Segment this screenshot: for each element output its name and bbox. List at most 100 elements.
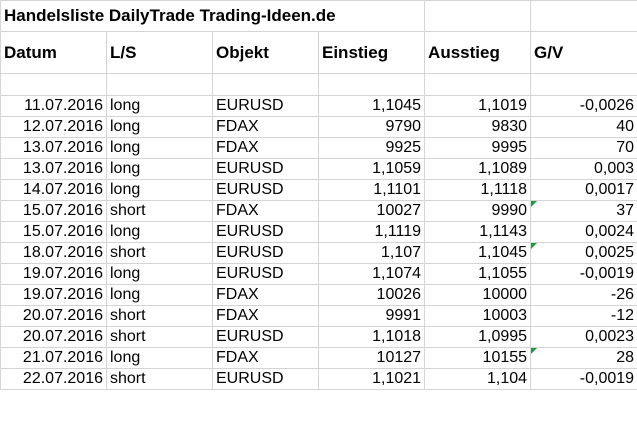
entry-cell[interactable]: 1,1074 [317, 263, 426, 285]
profit-loss-cell[interactable]: -0,0019 [530, 368, 637, 390]
header-datum[interactable]: Datum [0, 31, 107, 74]
entry-cell[interactable]: 1,1018 [317, 326, 426, 348]
exit-cell[interactable]: 10003 [424, 305, 532, 327]
entry-cell[interactable]: 1,1101 [317, 179, 426, 201]
entry-cell[interactable]: 1,1045 [317, 95, 426, 117]
profit-loss-cell[interactable]: 40 [530, 116, 637, 138]
direction-cell[interactable]: long [106, 116, 213, 138]
profit-loss-cell[interactable]: 70 [530, 137, 637, 159]
instrument-cell[interactable]: FDAX [212, 284, 319, 306]
header-objekt[interactable]: Objekt [212, 31, 319, 74]
profit-loss-cell[interactable]: -26 [530, 284, 637, 306]
instrument-cell[interactable]: EURUSD [212, 179, 319, 201]
direction-cell[interactable]: long [106, 347, 213, 369]
empty-cell[interactable] [106, 73, 213, 96]
entry-cell[interactable]: 10127 [317, 347, 426, 369]
direction-cell[interactable]: short [106, 200, 213, 222]
date-cell[interactable]: 22.07.2016 [0, 368, 107, 390]
profit-loss-cell[interactable]: 37 [530, 200, 637, 222]
entry-cell[interactable]: 10027 [317, 200, 426, 222]
date-cell[interactable]: 12.07.2016 [0, 116, 107, 138]
profit-loss-cell[interactable]: 0,0023 [530, 326, 637, 348]
empty-cell[interactable] [317, 73, 426, 96]
header-ausstieg[interactable]: Ausstieg [424, 31, 532, 74]
exit-cell[interactable]: 1,1019 [424, 95, 532, 117]
profit-loss-cell[interactable]: 0,0017 [530, 179, 637, 201]
date-cell[interactable]: 19.07.2016 [0, 263, 107, 285]
date-cell[interactable]: 14.07.2016 [0, 179, 107, 201]
profit-loss-cell[interactable]: -0,0026 [530, 95, 637, 117]
instrument-cell[interactable]: EURUSD [212, 263, 319, 285]
exit-cell[interactable]: 9990 [424, 200, 532, 222]
direction-cell[interactable]: short [106, 326, 213, 348]
entry-cell[interactable]: 9790 [317, 116, 426, 138]
instrument-cell[interactable]: FDAX [212, 347, 319, 369]
direction-cell[interactable]: long [106, 284, 213, 306]
entry-cell[interactable]: 9925 [317, 137, 426, 159]
title-cell-empty[interactable] [424, 0, 532, 32]
profit-loss-cell[interactable]: 28 [530, 347, 637, 369]
profit-loss-cell[interactable]: 0,0025 [530, 242, 637, 264]
exit-cell[interactable]: 10000 [424, 284, 532, 306]
date-cell[interactable]: 20.07.2016 [0, 305, 107, 327]
entry-cell[interactable]: 1,107 [317, 242, 426, 264]
title-cell-empty[interactable] [530, 0, 637, 32]
direction-cell[interactable]: long [106, 137, 213, 159]
exit-cell[interactable]: 1,0995 [424, 326, 532, 348]
direction-cell[interactable]: long [106, 263, 213, 285]
direction-cell[interactable]: long [106, 221, 213, 243]
profit-loss-cell[interactable]: -12 [530, 305, 637, 327]
entry-cell[interactable]: 1,1119 [317, 221, 426, 243]
empty-cell[interactable] [530, 73, 637, 96]
exit-cell[interactable]: 1,1089 [424, 158, 532, 180]
header-ls[interactable]: L/S [106, 31, 213, 74]
instrument-cell[interactable]: EURUSD [212, 158, 319, 180]
direction-cell[interactable]: long [106, 158, 213, 180]
direction-cell[interactable]: long [106, 179, 213, 201]
empty-cell[interactable] [0, 73, 107, 96]
exit-cell[interactable]: 9830 [424, 116, 532, 138]
sheet-title[interactable]: Handelsliste DailyTrade Trading-Ideen.de [0, 0, 426, 32]
profit-loss-cell[interactable]: 0,003 [530, 158, 637, 180]
date-cell[interactable]: 15.07.2016 [0, 221, 107, 243]
profit-loss-cell[interactable]: 0,0024 [530, 221, 637, 243]
instrument-cell[interactable]: EURUSD [212, 221, 319, 243]
date-cell[interactable]: 13.07.2016 [0, 158, 107, 180]
instrument-cell[interactable]: FDAX [212, 200, 319, 222]
direction-cell[interactable]: short [106, 242, 213, 264]
exit-cell[interactable]: 10155 [424, 347, 532, 369]
header-einstieg[interactable]: Einstieg [317, 31, 426, 74]
exit-cell[interactable]: 1,1055 [424, 263, 532, 285]
entry-cell[interactable]: 10026 [317, 284, 426, 306]
date-cell[interactable]: 11.07.2016 [0, 95, 107, 117]
instrument-cell[interactable]: FDAX [212, 305, 319, 327]
empty-cell[interactable] [212, 73, 319, 96]
date-cell[interactable]: 13.07.2016 [0, 137, 107, 159]
instrument-cell[interactable]: FDAX [212, 116, 319, 138]
instrument-cell[interactable]: EURUSD [212, 368, 319, 390]
exit-cell[interactable]: 9995 [424, 137, 532, 159]
entry-cell[interactable]: 1,1021 [317, 368, 426, 390]
date-cell[interactable]: 20.07.2016 [0, 326, 107, 348]
exit-cell[interactable]: 1,1143 [424, 221, 532, 243]
exit-cell[interactable]: 1,1118 [424, 179, 532, 201]
instrument-cell[interactable]: EURUSD [212, 242, 319, 264]
direction-cell[interactable]: short [106, 305, 213, 327]
date-cell[interactable]: 15.07.2016 [0, 200, 107, 222]
direction-cell[interactable]: short [106, 368, 213, 390]
date-cell[interactable]: 21.07.2016 [0, 347, 107, 369]
exit-cell[interactable]: 1,104 [424, 368, 532, 390]
empty-cell[interactable] [424, 73, 532, 96]
instrument-cell[interactable]: FDAX [212, 137, 319, 159]
entry-cell[interactable]: 9991 [317, 305, 426, 327]
instrument-cell[interactable]: EURUSD [212, 95, 319, 117]
exit-cell[interactable]: 1,1045 [424, 242, 532, 264]
entry-cell[interactable]: 1,1059 [317, 158, 426, 180]
date-cell[interactable]: 19.07.2016 [0, 284, 107, 306]
instrument-cell[interactable]: EURUSD [212, 326, 319, 348]
direction-cell[interactable]: long [106, 95, 213, 117]
profit-loss-cell[interactable]: -0,0019 [530, 263, 637, 285]
header-gv[interactable]: G/V [530, 31, 637, 74]
date-cell[interactable]: 18.07.2016 [0, 242, 107, 264]
